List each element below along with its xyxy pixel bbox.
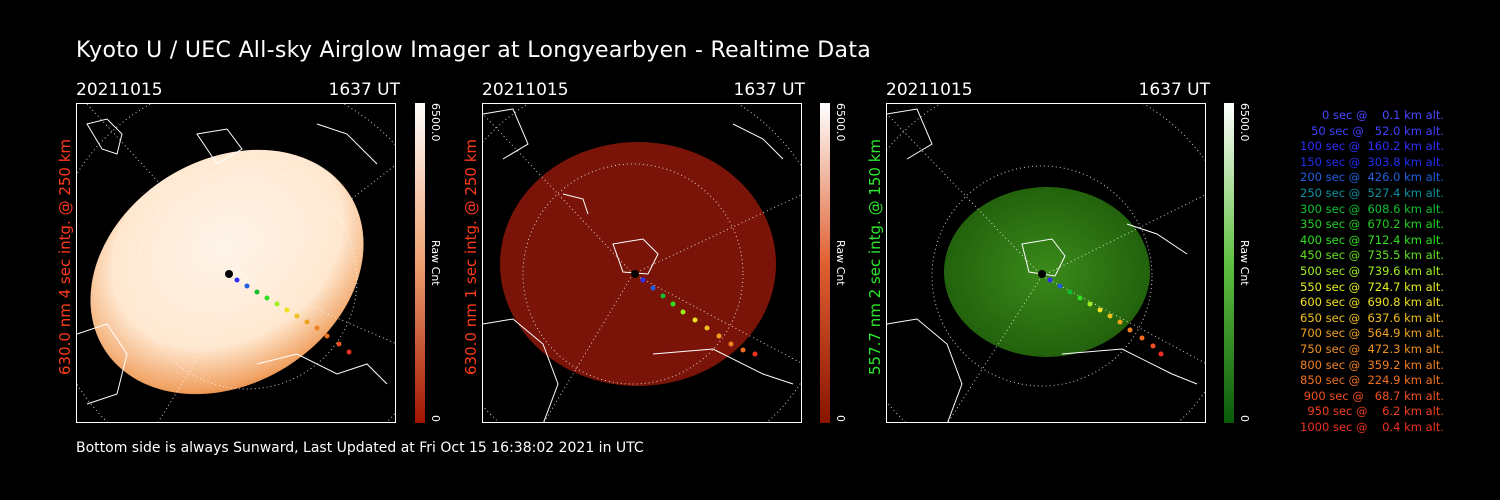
panel-2-colorbar [820, 103, 830, 423]
legend-row: 750 sec @ 472.3 km alt. [1300, 341, 1444, 356]
legend-row: 850 sec @ 224.9 km alt. [1300, 373, 1444, 388]
panel-3-colorbar [1224, 103, 1234, 423]
panel-1-image [76, 103, 396, 423]
panel-1-trajectory [234, 277, 352, 355]
legend-row: 900 sec @ 68.7 km alt. [1303, 388, 1444, 403]
legend-row: 400 sec @ 712.4 km alt. [1300, 232, 1444, 247]
legend-row: 250 sec @ 527.4 km alt. [1300, 185, 1444, 200]
panel-3-image [886, 103, 1206, 423]
legend-row: 1000 sec @ 0.4 km alt. [1300, 419, 1444, 434]
altitude-legend: 0 sec @ 0.1 km alt. 50 sec @ 52.0 km alt.… [1256, 108, 1444, 435]
panel-1-svg [77, 104, 395, 422]
legend-row: 450 sec @ 735.5 km alt. [1300, 248, 1444, 263]
legend-row: 300 sec @ 608.6 km alt. [1300, 201, 1444, 216]
legend-row: 950 sec @ 6.2 km alt. [1307, 404, 1444, 419]
panel-3-site-marker [1038, 270, 1046, 278]
legend-row: 600 sec @ 690.8 km alt. [1300, 295, 1444, 310]
panel-3-cbar-label: Raw Cnt [1238, 240, 1251, 286]
legend-row: 700 sec @ 564.9 km alt. [1300, 326, 1444, 341]
panel-1-ylabel: 630.0 nm 4 sec intg. @ 250 km [56, 138, 74, 375]
panel-1-cbar-min: 0 [429, 415, 442, 422]
legend-row: 650 sec @ 637.6 km alt. [1300, 310, 1444, 325]
panel-2-date: 20211015 [482, 80, 569, 100]
page-title: Kyoto U / UEC All-sky Airglow Imager at … [76, 38, 872, 63]
panel-1-site-marker [225, 270, 233, 278]
panel-3-date: 20211015 [886, 80, 973, 100]
panel-2-cbar-min: 0 [834, 415, 847, 422]
legend-row: 800 sec @ 359.2 km alt. [1300, 357, 1444, 372]
panel-2-cbar-label: Raw Cnt [834, 240, 847, 286]
legend-row: 50 sec @ 52.0 km alt. [1311, 123, 1444, 138]
legend-row: 500 sec @ 739.6 km alt. [1300, 263, 1444, 278]
panel-3-sky-disc [944, 187, 1150, 357]
panel-2-cbar-max: 6500.0 [834, 103, 847, 142]
panel-1-cbar-max: 6500.0 [429, 103, 442, 142]
panel-3-time: 1637 UT [1138, 80, 1211, 100]
panel-2-ylabel: 630.0 nm 1 sec intg. @ 250 km [462, 138, 480, 375]
legend-row: 350 sec @ 670.2 km alt. [1300, 217, 1444, 232]
legend-row: 100 sec @ 160.2 km alt. [1300, 139, 1444, 154]
panel-3-cbar-min: 0 [1238, 415, 1251, 422]
legend-row: 550 sec @ 724.7 km alt. [1300, 279, 1444, 294]
panel-1-cbar-label: Raw Cnt [429, 240, 442, 286]
panel-2-image [482, 103, 802, 423]
footer-note: Bottom side is always Sunward, Last Upda… [76, 440, 644, 456]
legend-row: 0 sec @ 0.1 km alt. [1321, 108, 1444, 122]
panel-2-trajectory [640, 277, 758, 357]
panel-3-ylabel: 557.7 nm 2 sec intg. @ 150 km [866, 138, 884, 375]
legend-row: 150 sec @ 303.8 km alt. [1300, 154, 1444, 169]
legend-row: 200 sec @ 426.0 km alt. [1300, 170, 1444, 185]
panel-1-colorbar [415, 103, 425, 423]
panel-3-cbar-max: 6500.0 [1238, 103, 1251, 142]
panel-2-svg [483, 104, 801, 422]
panel-3-trajectory [1047, 277, 1164, 357]
panel-2-sky-disc [500, 142, 776, 386]
panel-2-time: 1637 UT [733, 80, 806, 100]
panel-2-site-marker [631, 270, 639, 278]
panel-1-date: 20211015 [76, 80, 163, 100]
panel-1-time: 1637 UT [328, 80, 401, 100]
panel-3-svg [887, 104, 1205, 422]
